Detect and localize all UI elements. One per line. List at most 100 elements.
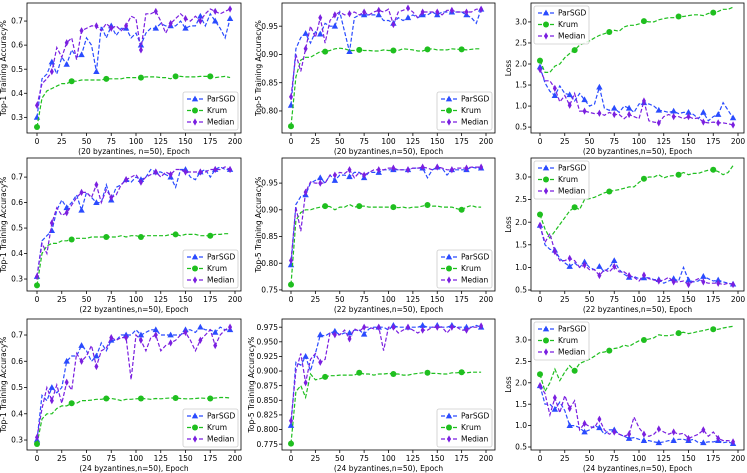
data-point-median [153,168,158,176]
x-axis-label: (22 byzantines,n=50), Epoch [79,305,189,314]
x-tick-label: 75 [359,137,369,146]
y-tick-label: 1.5 [515,81,527,90]
legend-marker-krum [192,424,198,431]
legend-item: Median [538,187,586,196]
x-tick-label: 175 [706,454,721,463]
y-tick-label: 0.800 [257,425,279,434]
series-line-median [36,166,231,277]
legend: ParSGD Krum Median [182,249,239,289]
data-point-median [641,97,646,105]
legend-marker-parsgd [445,95,453,102]
x-tick-label: 100 [129,454,144,463]
data-point-median [597,271,602,280]
legend-marker-median [447,276,451,284]
legend-label: ParSGD [461,95,489,104]
data-point-parsgd [226,15,234,22]
data-point-parsgd [596,83,603,90]
data-point-median [109,193,114,202]
legend-item: Median [187,276,235,285]
x-tick-label: 100 [381,454,396,463]
data-point-median [124,334,129,342]
x-axis-label: (24 byzantines,n=50), Epoch [334,464,444,473]
data-point-median [228,5,233,13]
x-axis-label: (20 byzantines,n=50), Epoch [583,147,693,156]
data-point-median [391,20,396,29]
data-point-parsgd [212,328,219,335]
series-line-parsgd [36,326,231,441]
x-tick-label: 150 [430,295,445,304]
x-tick-label: 125 [154,295,169,304]
data-point-krum [137,395,144,402]
data-point-median [138,336,143,344]
data-point-krum [207,232,214,239]
data-point-median [318,14,323,22]
y-tick-label: 1.0 [515,102,527,111]
legend-marker-krum [543,176,549,183]
data-point-parsgd [137,331,145,338]
data-point-parsgd [715,276,722,283]
y-tick-label: 2.5 [515,195,527,204]
x-axis-label: (22 byzantines,n=50), Epoch [334,305,444,314]
data-point-median [213,341,218,350]
data-point-median [552,84,557,93]
data-point-krum [424,202,431,209]
data-point-median [138,178,143,186]
data-point-median [538,221,542,229]
data-point-krum [424,369,431,376]
data-point-median [567,254,572,262]
subplot: 0 25 50 75 100 125 150 175 200 0.80 0.85 0.90 0.95 (2… [254,2,496,156]
legend-label: Krum [461,106,481,115]
x-axis-label: (20 byzantines,n=50), Epoch [334,147,444,156]
data-point-krum [606,188,613,195]
x-tick-label: 0 [289,137,294,146]
data-point-krum [207,73,214,80]
legend: ParSGD Krum Median [436,408,493,448]
data-point-median [168,19,173,28]
x-axis-label: (22 byzantines,n=50), Epoch [583,305,693,314]
data-point-krum [675,171,682,178]
legend-item: Median [187,435,235,444]
data-point-median [671,278,676,286]
x-tick-label: 0 [538,295,543,304]
data-point-median [109,334,114,342]
y-tick-label: 0.80 [261,259,278,268]
data-point-median [716,119,721,127]
data-point-median [64,209,69,217]
x-axis-label: (20 byzantines, n=50), Epoch [78,147,190,156]
data-point-median [731,438,736,446]
series-line-parsgd [539,225,734,285]
data-point-krum [458,206,465,213]
x-tick-label: 50 [585,454,595,463]
data-point-parsgd [551,92,559,98]
y-tick-label: 0.5 [515,123,527,132]
data-point-parsgd [63,204,70,211]
legend-label: Krum [461,264,481,273]
data-point-median [406,4,410,12]
legend-item: ParSGD [441,412,489,421]
x-tick-label: 200 [731,137,746,146]
subplot: 0 25 50 75 100 125 150 175 200 0.5 1.0 1.5 2.0 2.5 3.0… [504,157,745,314]
x-tick-label: 125 [406,295,421,304]
data-point-krum [640,18,647,25]
axes-frame [530,157,745,292]
data-point-krum [571,47,578,54]
legend-label: ParSGD [461,412,489,421]
data-point-median [303,188,308,196]
legend-item: Median [538,32,586,41]
legend-marker-parsgd [542,325,550,332]
legend-label: Median [461,435,489,444]
legend-label: Median [207,118,235,127]
data-point-krum [288,281,294,288]
y-tick-label: 0.6 [11,41,23,50]
data-point-parsgd [611,257,618,264]
data-point-median [464,8,469,16]
data-point-parsgd [551,405,559,412]
data-point-median [332,11,337,19]
x-tick-label: 175 [203,454,218,463]
data-point-parsgd [331,327,339,334]
data-point-parsgd [182,24,189,31]
legend-marker-parsgd [445,253,453,260]
data-point-median [701,118,706,126]
x-tick-label: 100 [129,137,144,146]
legend-marker-parsgd [191,412,199,419]
